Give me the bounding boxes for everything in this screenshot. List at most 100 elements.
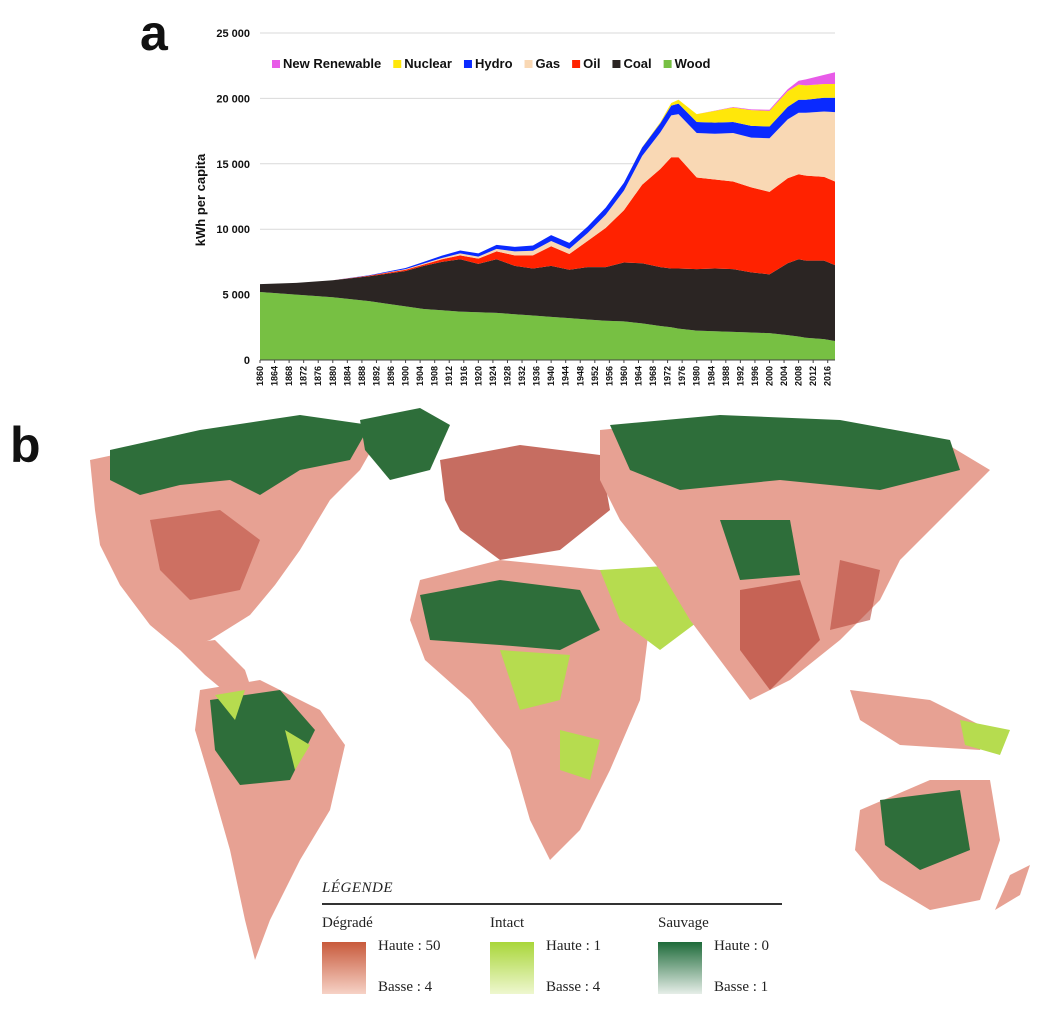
southeast-asia-islands-region — [850, 690, 990, 750]
x-tick-label: 1988 — [721, 366, 731, 386]
africa-intact-region — [500, 650, 600, 780]
legend-swatch — [272, 60, 280, 68]
x-tick-label: 1928 — [502, 366, 512, 386]
x-tick-label: 1880 — [328, 366, 338, 386]
y-tick-label: 20 000 — [216, 93, 250, 105]
europe-region — [440, 445, 610, 560]
legend-swatch — [524, 60, 533, 68]
legend-swatch — [612, 60, 621, 68]
x-tick-label: 1964 — [633, 366, 643, 386]
new-guinea-region — [960, 720, 1010, 755]
x-tick-label: 2000 — [764, 366, 774, 386]
india-region — [740, 580, 820, 690]
x-tick-label: 2012 — [808, 366, 818, 386]
y-tick-label: 5 000 — [222, 290, 250, 302]
x-tick-label: 1896 — [386, 366, 396, 386]
x-tick-label: 1920 — [473, 366, 483, 386]
x-tick-label: 1860 — [255, 366, 265, 386]
legend-high-label: Haute : 1 — [546, 938, 601, 954]
x-tick-label: 2016 — [823, 366, 833, 386]
y-axis-label: kWh per capita — [193, 153, 208, 246]
x-tick-label: 1888 — [357, 366, 367, 386]
x-tick-label: 1972 — [663, 366, 673, 386]
map-legend-title: LÉGENDE — [322, 880, 782, 905]
chart-areas — [260, 72, 835, 360]
new-zealand-region — [995, 865, 1030, 910]
greenland-region — [360, 408, 450, 480]
x-tick-label: 2008 — [794, 366, 804, 386]
east-asia-dense-region — [830, 560, 880, 630]
legend-low-label: Basse : 4 — [378, 979, 433, 995]
x-tick-label: 1912 — [444, 366, 454, 386]
legend-category-name: Dégradé — [322, 915, 373, 931]
area-gas — [260, 111, 835, 285]
y-axis: 0 5 000 10 000 15 000 20 000 25 000 — [216, 28, 250, 367]
x-tick-label: 1980 — [692, 366, 702, 386]
x-tick-label: 1908 — [430, 366, 440, 386]
x-tick-label: 2004 — [779, 366, 789, 386]
legend-label: Wood — [675, 56, 711, 71]
north-america-dense-region — [150, 510, 260, 600]
x-tick-label: 1956 — [604, 366, 614, 386]
legend-swatch — [463, 60, 472, 68]
legend-swatch-wild — [658, 942, 702, 994]
area-coal — [260, 259, 835, 342]
x-tick-label: 1924 — [488, 366, 498, 386]
legend-swatch — [663, 60, 672, 68]
north-america-wild-region — [110, 415, 370, 495]
panel-label-a: a — [140, 5, 168, 61]
legend-label: Gas — [536, 56, 561, 71]
legend-label: Hydro — [475, 56, 513, 71]
legend-high-label: Haute : 50 — [378, 938, 441, 954]
legend-low-label: Basse : 4 — [546, 979, 601, 995]
x-tick-label: 1864 — [270, 366, 280, 386]
legend-label: New Renewable — [283, 56, 381, 71]
legend-label: Oil — [583, 56, 600, 71]
x-tick-label: 1932 — [517, 366, 527, 386]
x-tick-label: 1984 — [706, 366, 716, 386]
sahara-wild-region — [420, 580, 600, 650]
x-tick-label: 1968 — [648, 366, 658, 386]
x-tick-label: 1940 — [546, 366, 556, 386]
x-tick-label: 1904 — [415, 366, 425, 386]
x-tick-label: 1872 — [299, 366, 309, 386]
chart-legend: New Renewable Nuclear Hydro Gas Oil Coal Wood — [272, 56, 711, 71]
x-tick-label: 1948 — [575, 366, 585, 386]
y-tick-label: 15 000 — [216, 159, 250, 171]
legend-low-label: Basse : 1 — [714, 979, 769, 995]
x-tick-label: 1868 — [284, 366, 294, 386]
legend-high-label: Haute : 0 — [714, 938, 769, 954]
legend-swatch-degraded — [322, 942, 366, 994]
legend-swatch — [393, 60, 402, 68]
x-tick-label: 1900 — [401, 366, 411, 386]
area-oil — [260, 157, 835, 285]
x-tick-label: 1996 — [750, 366, 760, 386]
legend-category-wild: Sauvage Haute : 0 Basse : 1 — [658, 915, 782, 996]
panel-label-b: b — [10, 417, 41, 473]
area-nuclear — [260, 84, 835, 285]
x-tick-label: 1960 — [619, 366, 629, 386]
x-tick-label: 1916 — [459, 366, 469, 386]
y-tick-label: 10 000 — [216, 224, 250, 236]
x-tick-label: 1944 — [561, 366, 571, 386]
x-tick-label: 1952 — [590, 366, 600, 386]
x-tick-label: 1936 — [532, 366, 542, 386]
australia-wild-region — [880, 790, 970, 870]
y-tick-label: 0 — [244, 355, 250, 367]
x-tick-label: 1884 — [342, 366, 352, 386]
x-tick-label: 1992 — [735, 366, 745, 386]
x-axis: 1860 1864 1868 1872 1876 1880 1884 1888 1892 1896… — [255, 359, 835, 386]
x-tick-label: 1876 — [313, 366, 323, 386]
legend-category-intact: Intact Haute : 1 Basse : 4 — [490, 915, 658, 996]
y-tick-label: 25 000 — [216, 28, 250, 40]
x-tick-label: 1892 — [371, 366, 381, 386]
area-wood — [260, 291, 835, 360]
tibet-wild-region — [720, 520, 800, 580]
x-tick-label: 1976 — [677, 366, 687, 386]
legend-category-name: Intact — [490, 915, 525, 931]
map-legend: LÉGENDE Dégradé Haute : 50 Basse : 4 Int… — [322, 880, 782, 996]
legend-label: Coal — [623, 56, 651, 71]
legend-swatch — [572, 60, 581, 68]
south-america-intact-region — [215, 690, 310, 770]
